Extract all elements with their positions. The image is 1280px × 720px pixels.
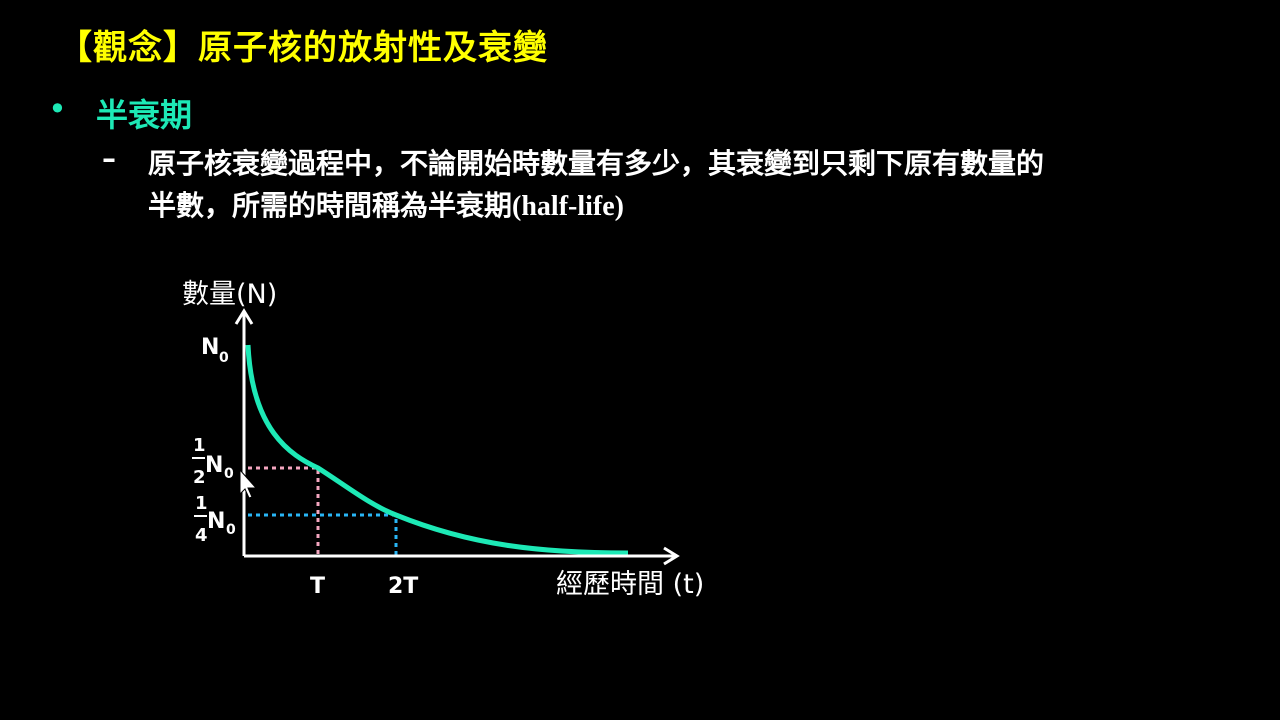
decay-curve — [245, 344, 629, 556]
quarter-denominator: 4 — [195, 525, 208, 546]
half-n-subscript: 0 — [224, 466, 234, 482]
quarter-n-subscript: 0 — [226, 522, 236, 538]
definition-line-2: 半數，所需的時間稱為半衰期(half-life) — [148, 184, 624, 224]
n0-subscript: 0 — [219, 350, 229, 366]
half-denominator: 2 — [193, 467, 206, 488]
half-life-term: (half-life) — [512, 191, 624, 222]
sub-bullet-marker: – — [102, 142, 116, 175]
definition-line-1: 原子核衰變過程中，不論開始時數量有多少，其衰變到只剩下原有數量的 — [148, 147, 1045, 180]
y-axis-arrow-icon — [234, 308, 254, 325]
x-tick-t: T — [310, 574, 325, 599]
definition-text: 半數，所需的時間稱為半衰期 — [148, 189, 513, 222]
half-n-label: N — [205, 453, 223, 478]
n0-label: N — [201, 335, 219, 360]
slide-title: 【觀念】原子核的放射性及衰變 — [58, 28, 548, 68]
bullet-heading: 半衰期 — [96, 96, 193, 134]
quarter-numerator: 1 — [195, 493, 208, 514]
quarter-n-label: N — [207, 509, 225, 534]
x-tick-2t: 2T — [388, 574, 418, 599]
mouse-cursor-icon — [239, 468, 258, 499]
half-numerator: 1 — [193, 435, 206, 456]
y-axis-label: 數量(N) — [182, 279, 277, 310]
x-axis-arrow-icon — [663, 546, 680, 566]
half-life-guide — [248, 466, 320, 556]
two-half-life-guide — [248, 513, 398, 556]
bullet-marker: • — [48, 90, 67, 128]
x-axis-label: 經歷時間 (t) — [556, 569, 704, 600]
